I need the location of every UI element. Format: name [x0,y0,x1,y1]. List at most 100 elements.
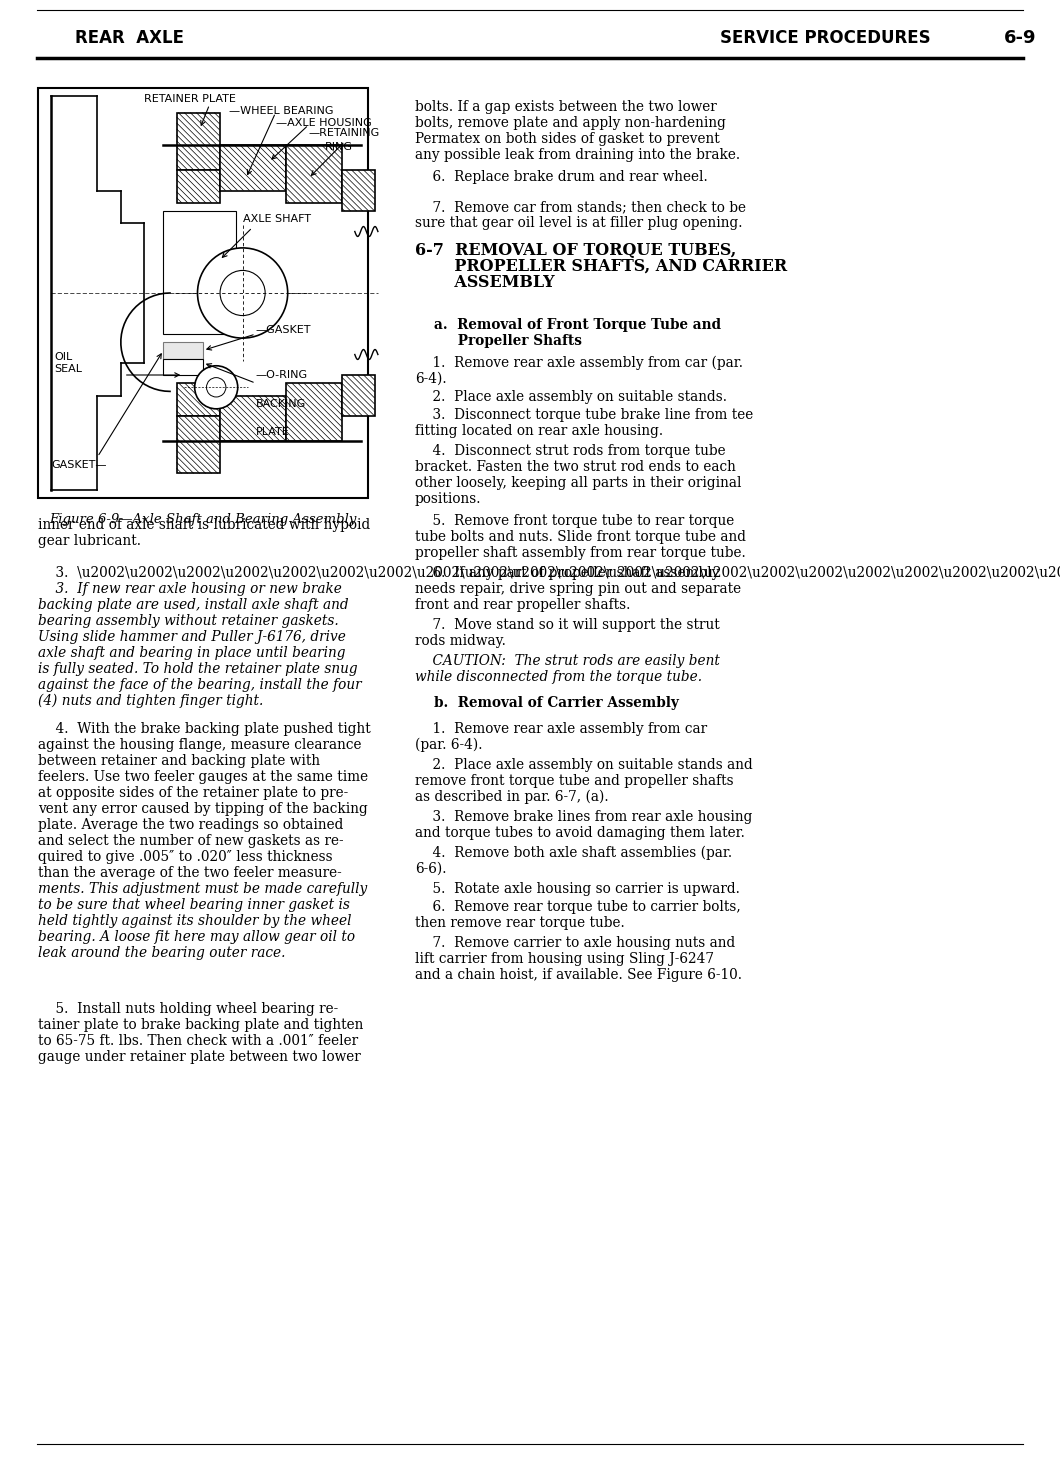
Text: while disconnected from the torque tube.: while disconnected from the torque tube. [416,671,702,684]
Text: bearing assembly without retainer gaskets.: bearing assembly without retainer gasket… [38,613,339,628]
Text: Using slide hammer and Puller J-6176, drive: Using slide hammer and Puller J-6176, dr… [38,630,346,644]
Text: backing plate are used, install axle shaft and: backing plate are used, install axle sha… [38,597,349,612]
Text: BACKING: BACKING [255,398,306,408]
Text: 6.  Remove rear torque tube to carrier bolts,: 6. Remove rear torque tube to carrier bo… [416,900,741,914]
Text: bolts, remove plate and apply non-hardening: bolts, remove plate and apply non-harden… [416,116,726,130]
Text: bracket. Fasten the two strut rod ends to each: bracket. Fasten the two strut rod ends t… [416,460,736,474]
Bar [219,145,285,190]
Bar [163,211,236,334]
Text: 6-7  REMOVAL OF TORQUE TUBES,: 6-7 REMOVAL OF TORQUE TUBES, [416,242,737,259]
Bar [341,170,374,211]
Text: Permatex on both sides of gasket to prevent: Permatex on both sides of gasket to prev… [416,132,720,146]
Text: lift carrier from housing using Sling J-6247: lift carrier from housing using Sling J-… [416,952,714,966]
Circle shape [197,247,287,338]
Text: 6-4).: 6-4). [416,372,446,386]
Text: at opposite sides of the retainer plate to pre-: at opposite sides of the retainer plate … [38,786,349,799]
Text: then remove rear torque tube.: then remove rear torque tube. [416,916,624,930]
Text: 7.  Remove car from stands; then check to be: 7. Remove car from stands; then check to… [416,201,746,214]
Text: —GASKET: —GASKET [255,325,312,335]
Text: to be sure that wheel bearing inner gasket is: to be sure that wheel bearing inner gask… [38,897,350,912]
Text: Propeller Shafts: Propeller Shafts [416,334,582,348]
Text: GASKET—: GASKET— [51,460,107,470]
Bar [285,384,341,441]
Circle shape [207,378,226,397]
Text: between retainer and backing plate with: between retainer and backing plate with [38,754,320,769]
Text: ments. This adjustment must be made carefully: ments. This adjustment must be made care… [38,881,367,896]
Text: bolts. If a gap exists between the two lower: bolts. If a gap exists between the two l… [416,100,717,114]
Text: CAUTION:  The strut rods are easily bent: CAUTION: The strut rods are easily bent [416,654,720,668]
Text: 5.  Install nuts holding wheel bearing re-: 5. Install nuts holding wheel bearing re… [38,1001,338,1016]
Text: feelers. Use two feeler gauges at the same time: feelers. Use two feeler gauges at the sa… [38,770,368,785]
Text: held tightly against its shoulder by the wheel: held tightly against its shoulder by the… [38,914,352,928]
Text: 2.  Place axle assembly on suitable stands and: 2. Place axle assembly on suitable stand… [416,758,753,772]
Text: quired to give .005″ to .020″ less thickness: quired to give .005″ to .020″ less thick… [38,851,333,864]
Bar [341,375,374,416]
Text: sure that gear oil level is at filler plug opening.: sure that gear oil level is at filler pl… [416,217,742,230]
Text: tube bolts and nuts. Slide front torque tube and: tube bolts and nuts. Slide front torque … [416,530,746,545]
Text: axle shaft and bearing in place until bearing: axle shaft and bearing in place until be… [38,646,346,660]
Text: PLATE: PLATE [255,427,289,438]
Text: 6-6).: 6-6). [416,862,446,875]
Text: front and rear propeller shafts.: front and rear propeller shafts. [416,597,631,612]
Text: SERVICE PROCEDURES: SERVICE PROCEDURES [720,29,931,47]
Text: REAR  AXLE: REAR AXLE [75,29,184,47]
Text: plate. Average the two readings so obtained: plate. Average the two readings so obtai… [38,818,343,832]
Text: PROPELLER SHAFTS, AND CARRIER: PROPELLER SHAFTS, AND CARRIER [416,258,788,275]
Bar [177,384,219,416]
Text: 3.  Remove brake lines from rear axle housing: 3. Remove brake lines from rear axle hou… [416,810,753,824]
Text: inner end of axle shaft is lubricated with hypoid: inner end of axle shaft is lubricated wi… [38,518,370,531]
Bar [177,170,219,203]
Text: RETAINER PLATE: RETAINER PLATE [143,94,235,104]
Text: 4.  Disconnect strut rods from torque tube: 4. Disconnect strut rods from torque tub… [416,444,726,458]
Text: leak around the bearing outer race.: leak around the bearing outer race. [38,946,285,960]
Text: 6-9: 6-9 [1004,29,1037,47]
Text: ASSEMBLY: ASSEMBLY [416,274,554,291]
Text: against the face of the bearing, install the four: against the face of the bearing, install… [38,678,361,692]
Text: to 65-75 ft. lbs. Then check with a .001″ feeler: to 65-75 ft. lbs. Then check with a .001… [38,1034,358,1048]
Text: Figure 6-9—Axle Shaft and Bearing Assembly: Figure 6-9—Axle Shaft and Bearing Assemb… [50,514,356,527]
Text: than the average of the two feeler measure-: than the average of the two feeler measu… [38,867,341,880]
Text: 3.  \u2002\u2002\u2002\u2002\u2002\u2002\u2002\u2002\u2002\u2002\u2002\u2002\u20: 3. \u2002\u2002\u2002\u2002\u2002\u2002\… [38,567,1060,580]
Text: fitting located on rear axle housing.: fitting located on rear axle housing. [416,425,664,438]
Text: 4.  Remove both axle shaft assemblies (par.: 4. Remove both axle shaft assemblies (pa… [416,846,732,861]
Text: gear lubricant.: gear lubricant. [38,534,141,548]
Text: positions.: positions. [416,492,481,507]
Text: —O-RING: —O-RING [255,370,307,381]
Text: 1.  Remove rear axle assembly from car: 1. Remove rear axle assembly from car [416,722,707,736]
Text: propeller shaft assembly from rear torque tube.: propeller shaft assembly from rear torqu… [416,546,746,561]
Text: needs repair, drive spring pin out and separate: needs repair, drive spring pin out and s… [416,583,741,596]
Bar [219,395,285,441]
Text: 5.  Rotate axle housing so carrier is upward.: 5. Rotate axle housing so carrier is upw… [416,881,740,896]
Text: —RETAINING: —RETAINING [308,127,379,138]
Bar [285,145,341,203]
Text: 7.  Move stand so it will support the strut: 7. Move stand so it will support the str… [416,618,720,632]
Text: as described in par. 6-7, (a).: as described in par. 6-7, (a). [416,791,608,804]
Text: bearing. A loose fit here may allow gear oil to: bearing. A loose fit here may allow gear… [38,930,355,944]
Text: 4.  With the brake backing plate pushed tight: 4. With the brake backing plate pushed t… [38,722,371,736]
Text: gauge under retainer plate between two lower: gauge under retainer plate between two l… [38,1050,360,1064]
Text: 2.  Place axle assembly on suitable stands.: 2. Place axle assembly on suitable stand… [416,389,727,404]
Text: and torque tubes to avoid damaging them later.: and torque tubes to avoid damaging them … [416,826,745,840]
Text: rods midway.: rods midway. [416,634,506,649]
Text: (par. 6-4).: (par. 6-4). [416,738,482,752]
Text: 3.  Disconnect torque tube brake line from tee: 3. Disconnect torque tube brake line fro… [416,408,754,422]
Text: other loosely, keeping all parts in their original: other loosely, keeping all parts in thei… [416,476,742,490]
Text: —AXLE HOUSING: —AXLE HOUSING [276,117,371,127]
Text: 3.  If new rear axle housing or new brake: 3. If new rear axle housing or new brake [38,583,342,596]
Bar [163,343,204,359]
Text: is fully seated. To hold the retainer plate snug: is fully seated. To hold the retainer pl… [38,662,357,676]
Text: 1.  Remove rear axle assembly from car (par.: 1. Remove rear axle assembly from car (p… [416,356,743,370]
Text: 5.  Remove front torque tube to rear torque: 5. Remove front torque tube to rear torq… [416,514,735,529]
Text: 6.  Replace brake drum and rear wheel.: 6. Replace brake drum and rear wheel. [416,170,708,184]
Text: b.  Removal of Carrier Assembly: b. Removal of Carrier Assembly [416,695,678,710]
Text: a.  Removal of Front Torque Tube and: a. Removal of Front Torque Tube and [416,318,721,332]
Text: 7.  Remove carrier to axle housing nuts and: 7. Remove carrier to axle housing nuts a… [416,935,736,950]
Text: and select the number of new gaskets as re-: and select the number of new gaskets as … [38,834,343,848]
Bar [177,416,219,473]
Bar [38,88,368,498]
Text: RING: RING [325,142,353,152]
Text: OIL
SEAL: OIL SEAL [54,351,83,373]
Text: (4) nuts and tighten finger tight.: (4) nuts and tighten finger tight. [38,694,263,709]
Text: any possible leak from draining into the brake.: any possible leak from draining into the… [416,148,740,163]
Bar [163,359,204,375]
